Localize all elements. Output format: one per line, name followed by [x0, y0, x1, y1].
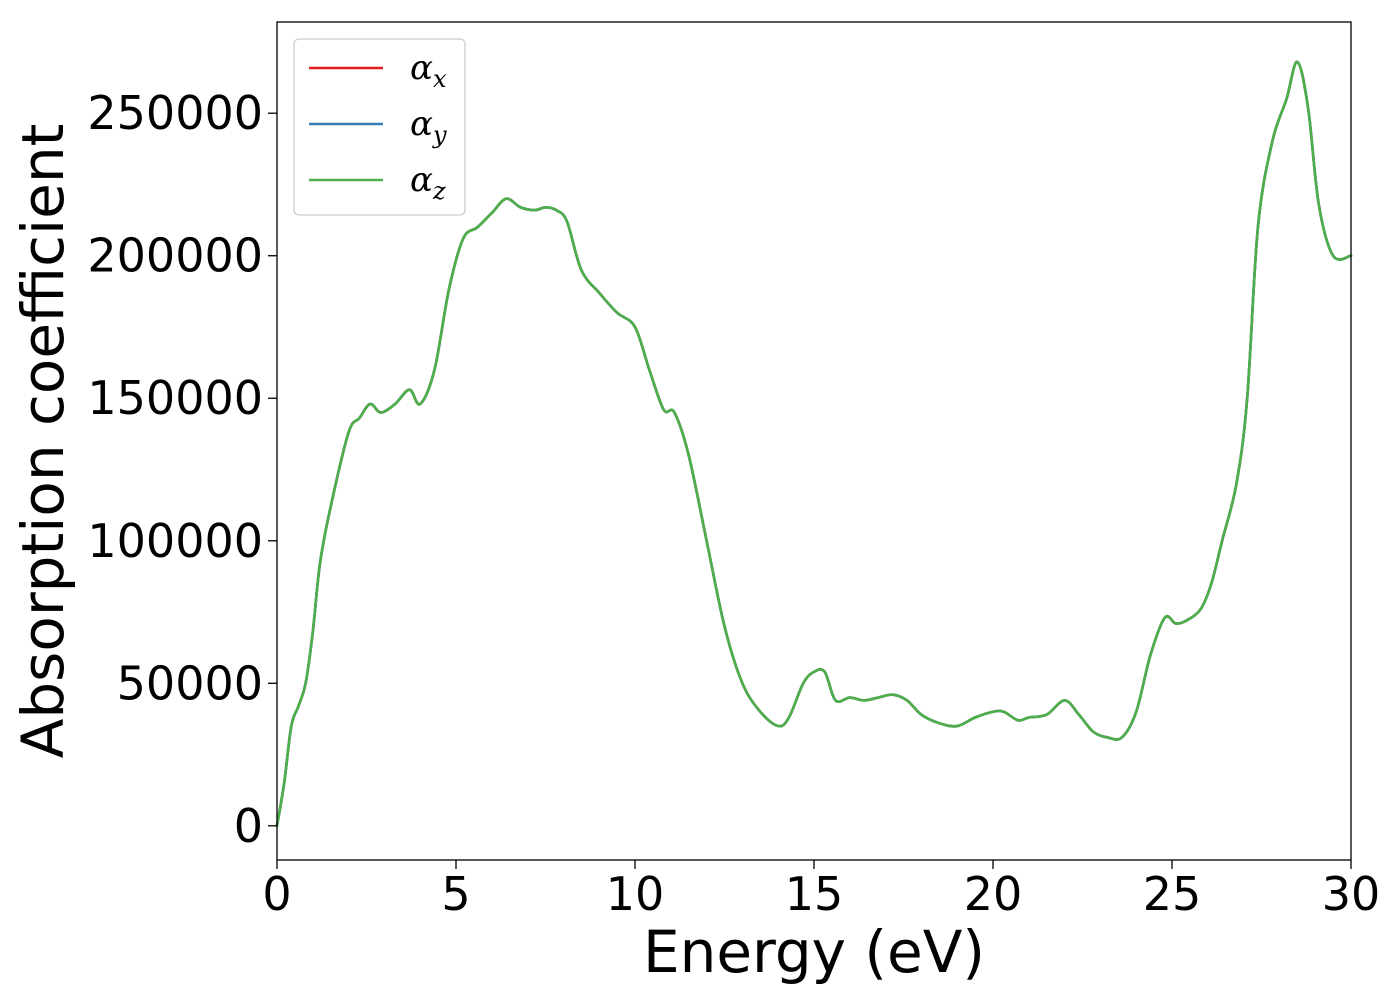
legend-entry-y: αy	[309, 104, 447, 149]
legend-label: αz	[410, 160, 446, 205]
y-tick-label: 50000	[117, 656, 263, 710]
x-tick-label: 25	[1143, 867, 1202, 921]
x-tick-label: 0	[262, 867, 291, 921]
x-tick-label: 30	[1322, 867, 1381, 921]
x-axis-ticks: 0 5 10 15 20 25 30	[262, 860, 1380, 921]
x-tick-label: 10	[606, 867, 665, 921]
legend-entry-x: αx	[309, 48, 447, 93]
legend-label: αx	[410, 48, 447, 93]
y-tick-label: 200000	[87, 229, 263, 283]
x-tick-label: 15	[785, 867, 844, 921]
series-line-z	[275, 60, 1353, 828]
y-axis-ticks: 0 50000 100000 150000 200000 250000	[87, 86, 277, 853]
y-tick-label: 250000	[87, 86, 263, 140]
y-tick-label: 150000	[87, 371, 263, 425]
y-tick-label: 100000	[87, 514, 263, 568]
y-axis-title: Absorption coefficient	[9, 124, 77, 759]
legend-label: αy	[410, 104, 447, 149]
x-axis-title: Energy (eV)	[643, 918, 985, 986]
legend-entry-z: αz	[309, 160, 446, 205]
y-tick-label: 0	[234, 799, 263, 853]
legend-label-main: α	[410, 48, 433, 88]
x-tick-label: 5	[441, 867, 470, 921]
legend-label-sub: x	[433, 65, 447, 93]
legend-label-sub: z	[432, 177, 446, 205]
legend-label-sub: y	[432, 121, 447, 149]
legend-box	[293, 38, 466, 216]
legend-label-main: α	[410, 160, 433, 200]
x-tick-label: 20	[964, 867, 1023, 921]
legend-label-main: α	[410, 104, 433, 144]
series-layer	[275, 60, 1353, 828]
